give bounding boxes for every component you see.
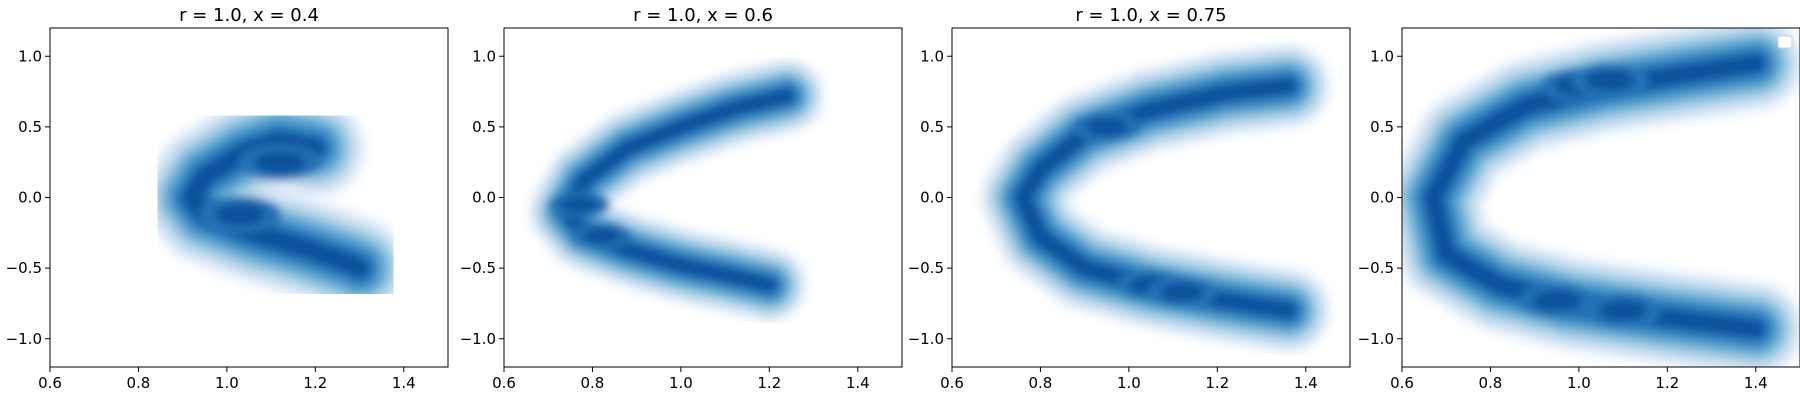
x-tick-label: 1.0: [1567, 374, 1591, 392]
x-tick-label: 1.2: [1655, 374, 1679, 392]
y-tick-label: −1.0: [6, 330, 42, 348]
x-tick-label: 1.4: [392, 374, 416, 392]
x-tick-label: 0.6: [38, 374, 62, 392]
y-tick-label: −1.0: [908, 330, 944, 348]
density-contours: [524, 54, 829, 327]
subplot-title: r = 1.0, x = 0.75: [1075, 5, 1226, 26]
y-tick-label: 1.0: [18, 47, 42, 65]
x-tick-label: 1.4: [1294, 374, 1318, 392]
x-tick-label: 1.4: [1744, 374, 1768, 392]
y-tick-label: 0.0: [920, 189, 944, 207]
y-tick-label: −1.0: [460, 330, 496, 348]
density-peak-core: [560, 196, 599, 213]
density-peak-core: [254, 151, 306, 174]
y-tick-label: −0.5: [908, 259, 944, 277]
subplot-1: 0.6 0.8 1.0 1.2 1.4 −1.0 −0.5 0.0 0.5 1.0 r = 1.0,…: [6, 5, 449, 392]
x-tick-label: 1.2: [757, 374, 781, 392]
density-peak-core: [1585, 69, 1635, 91]
x-tick-label: 1.0: [1117, 374, 1141, 392]
x-tick-label: 1.4: [846, 374, 870, 392]
density-peak-core: [1598, 300, 1648, 321]
x-tick-label: 0.6: [1390, 374, 1414, 392]
x-tick-label: 1.2: [1205, 374, 1229, 392]
x-tick-label: 0.8: [127, 374, 151, 392]
density-peak-core: [214, 203, 266, 226]
legend-box: [1777, 35, 1793, 49]
y-tick-label: −0.5: [1358, 259, 1394, 277]
x-tick-label: 0.8: [1029, 374, 1053, 392]
x-tick-label: 0.8: [581, 374, 605, 392]
x-tick-label: 0.6: [940, 374, 964, 392]
y-tick-label: 1.0: [920, 47, 944, 65]
x-tick-label: 1.0: [669, 374, 693, 392]
y-tick-label: 0.5: [920, 118, 944, 136]
x-tick-label: 1.2: [303, 374, 327, 392]
y-tick-label: 0.0: [472, 189, 496, 207]
y-tick-label: 0.0: [18, 189, 42, 207]
y-tick-label: −0.5: [6, 259, 42, 277]
x-tick-label: 0.8: [1479, 374, 1503, 392]
density-peak-core: [1532, 290, 1582, 312]
y-tick-label: −0.5: [460, 259, 496, 277]
density-contours: [136, 85, 415, 324]
density-peak-core: [1085, 117, 1129, 137]
subplot-4: 0.6 0.8 1.0 1.2 1.4 −1.0 −0.5 0.0 0.5 1.0: [1358, 27, 1800, 392]
subplot-2: 0.6 0.8 1.0 1.2 1.4 −1.0 −0.5 0.0 0.5 1.0 r = 1.0,…: [460, 5, 903, 392]
x-tick-label: 0.6: [492, 374, 516, 392]
x-tick-label: 1.0: [215, 374, 239, 392]
subplot-title: r = 1.0, x = 0.4: [179, 5, 319, 26]
density-contours: [975, 38, 1336, 358]
y-tick-label: 0.5: [1370, 118, 1394, 136]
density-contours: [1402, 28, 1800, 367]
subplot-title: r = 1.0, x = 0.6: [633, 5, 773, 26]
y-tick-label: 1.0: [1370, 47, 1394, 65]
density-peak-core: [582, 227, 621, 244]
subplot-3: 0.6 0.8 1.0 1.2 1.4 −1.0 −0.5 0.0 0.5 1.0 r = 1.0,…: [908, 5, 1351, 392]
y-tick-label: 0.0: [1370, 189, 1394, 207]
y-tick-label: 1.0: [472, 47, 496, 65]
density-peak-core: [1160, 282, 1204, 302]
y-tick-label: 0.5: [472, 118, 496, 136]
y-tick-label: −1.0: [1358, 330, 1394, 348]
y-tick-label: 0.5: [18, 118, 42, 136]
